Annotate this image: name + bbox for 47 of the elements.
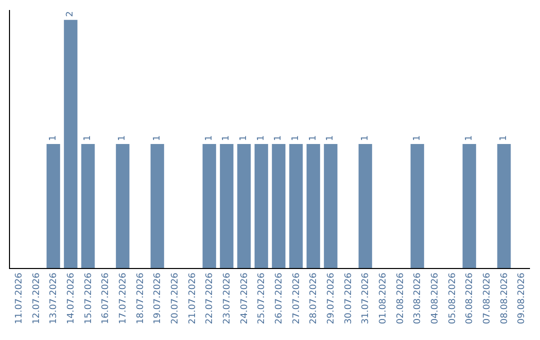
data-label: 2	[66, 11, 76, 17]
data-label: 1	[274, 135, 284, 141]
x-tick-label: 23.07.2026	[222, 272, 233, 324]
x-tick-label: 15.07.2026	[84, 272, 94, 324]
x-tick-label: 11.07.2026	[14, 272, 25, 324]
x-tick-label: 12.07.2026	[32, 272, 42, 324]
x-tick-label: 01.08.2026	[378, 272, 389, 324]
data-label: 1	[291, 135, 301, 141]
data-label: 1	[222, 135, 232, 141]
x-tick-label: 27.07.2026	[292, 272, 302, 324]
data-label: 1	[308, 135, 318, 141]
x-tick-label: 20.07.2026	[170, 272, 181, 324]
data-label: 1	[118, 135, 128, 141]
x-tick-label: 16.07.2026	[101, 272, 112, 324]
x-tick-label: 30.07.2026	[344, 272, 354, 324]
x-tick-label: 19.07.2026	[153, 272, 164, 324]
x-tick-label: 04.08.2026	[430, 272, 441, 324]
x-tick-label: 29.07.2026	[326, 272, 337, 324]
data-label: 1	[326, 135, 336, 141]
x-tick-label: 09.08.2026	[517, 272, 528, 324]
data-label: 1	[152, 135, 162, 141]
x-tick-label: 07.08.2026	[482, 272, 493, 324]
data-label: 1	[464, 135, 474, 141]
x-tick-label: 28.07.2026	[309, 272, 320, 324]
x-tick-label: 26.07.2026	[274, 272, 285, 324]
x-tick-label: 03.08.2026	[413, 272, 424, 324]
data-label: 1	[48, 135, 58, 141]
x-tick-label: 24.07.2026	[240, 272, 250, 324]
x-tick-label: 22.07.2026	[205, 272, 216, 324]
x-tick-label: 18.07.2026	[136, 272, 146, 324]
data-label: 1	[412, 135, 422, 141]
x-tick-label: 14.07.2026	[66, 272, 77, 324]
data-label: 1	[83, 135, 93, 141]
x-tick-label: 17.07.2026	[118, 272, 129, 324]
data-label: 1	[499, 135, 509, 141]
data-label: 1	[360, 135, 370, 141]
x-tick-label: 02.08.2026	[396, 272, 406, 324]
data-label: 1	[239, 135, 249, 141]
x-tick-label: 13.07.2026	[49, 272, 60, 324]
data-label: 1	[256, 135, 266, 141]
data-label: 1	[204, 135, 214, 141]
x-tick-label: 31.07.2026	[361, 272, 372, 324]
x-tick-label: 21.07.2026	[188, 272, 198, 324]
x-tick-label: 05.08.2026	[448, 272, 458, 324]
x-tick-label: 08.08.2026	[500, 272, 510, 324]
x-tick-label: 25.07.2026	[257, 272, 268, 324]
x-tick-label: 06.08.2026	[465, 272, 476, 324]
